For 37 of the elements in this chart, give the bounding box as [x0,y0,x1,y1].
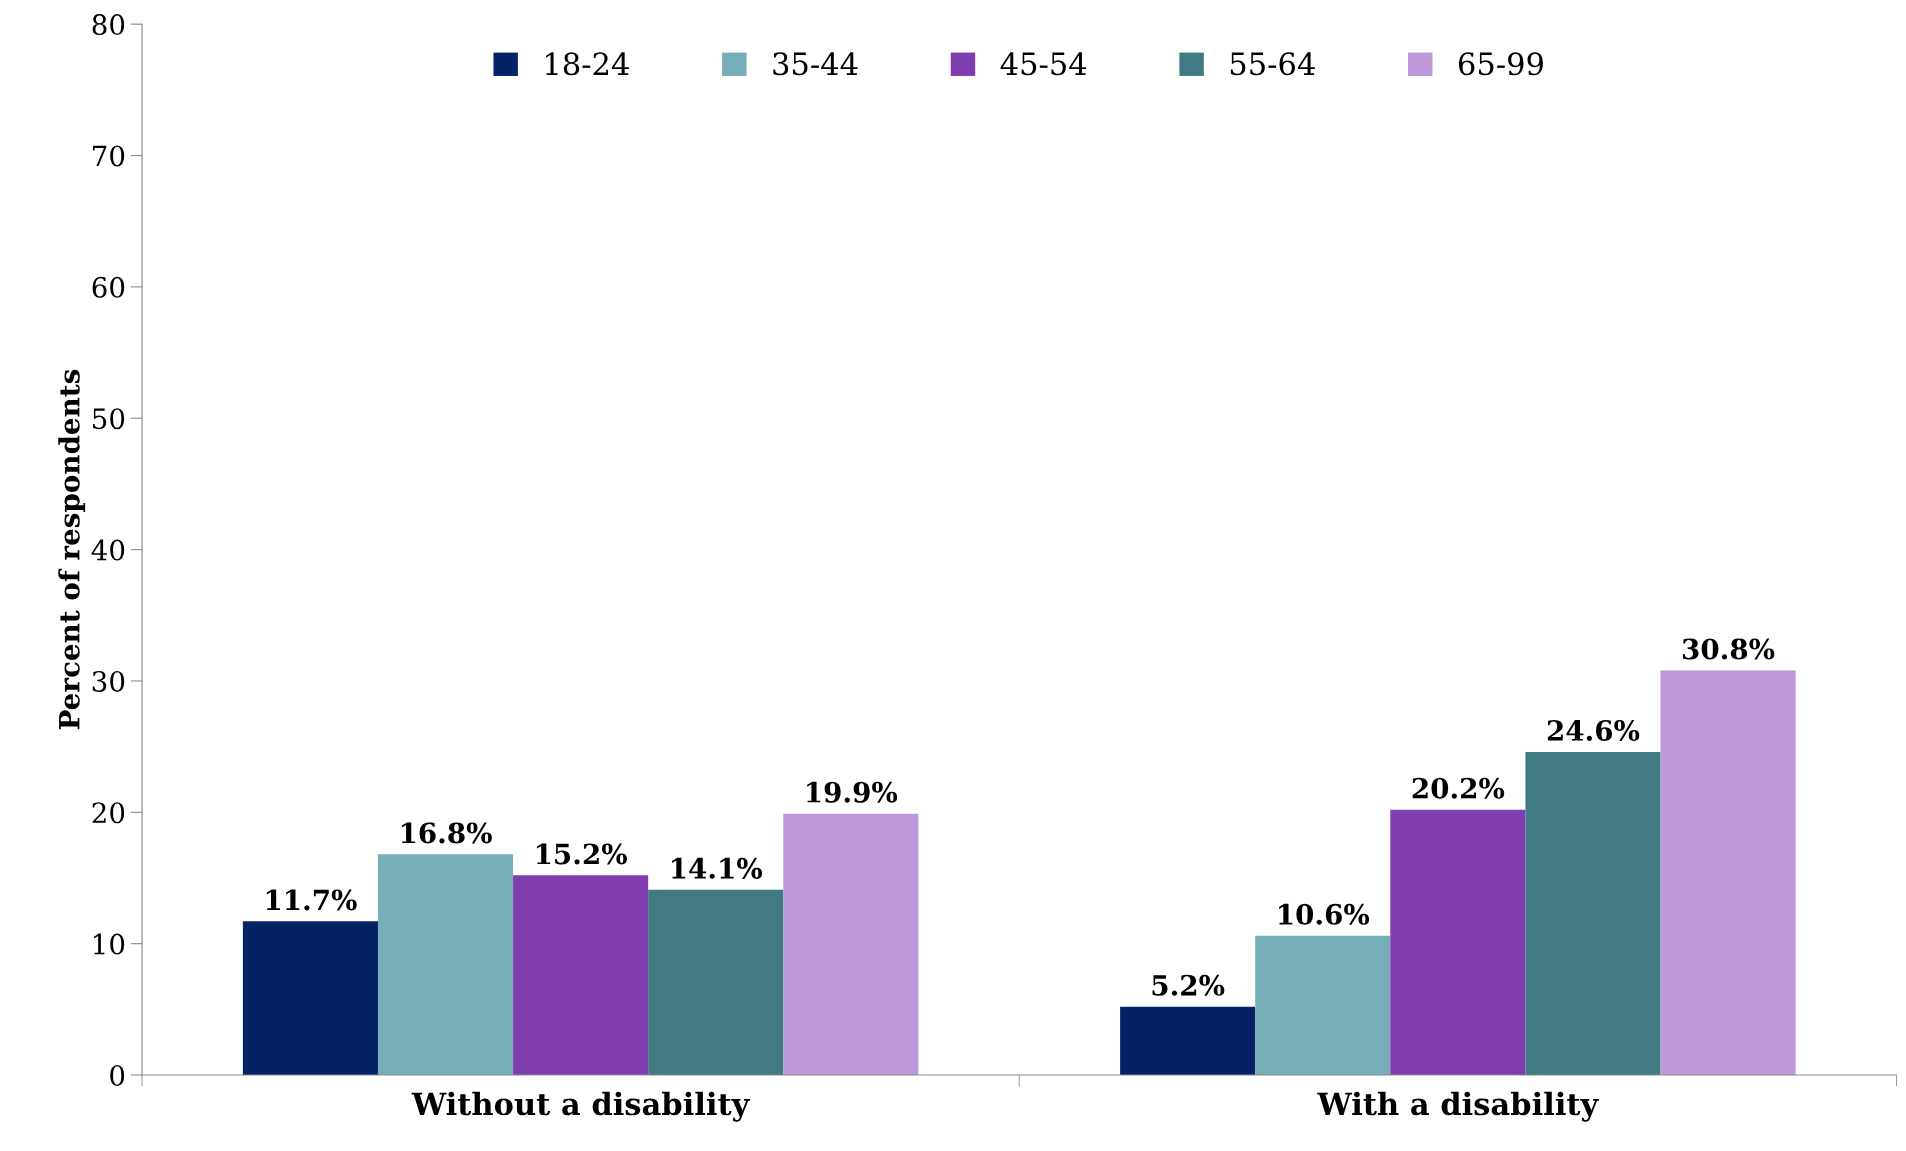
legend-label: 45-54 [1000,52,1087,76]
bar [1255,935,1391,1076]
data-label: 20.2% [1412,777,1505,799]
data-label: 11.7% [266,889,357,911]
y-tick-label: 50 [93,408,125,430]
data-label: 24.6% [1547,719,1640,741]
data-label: 5.2% [1152,974,1225,996]
bar [242,921,378,1076]
y-tick-label: 20 [92,802,125,824]
bar [1660,670,1796,1076]
legend-label: 18-24 [546,52,629,76]
bar [1525,751,1661,1076]
y-tick-label: 70 [93,145,125,167]
data-label: 19.9% [807,781,898,803]
y-tick-label: 40 [91,539,125,561]
x-tick-label: Without a disability [411,1091,751,1122]
legend-label: 55-64 [1230,52,1315,76]
y-tick-label: 60 [92,276,125,298]
bar [1120,1006,1256,1076]
bar [783,813,919,1076]
data-label: 16.8% [401,822,492,844]
bar [1390,809,1526,1076]
legend-label: 65-99 [1458,52,1543,76]
data-label: 14.1% [672,857,763,879]
legend-label: 35-44 [773,52,858,76]
y-tick-label: 10 [94,933,125,955]
y-tick-label: 80 [92,14,125,36]
x-tick-label: With a disability [1317,1091,1599,1122]
data-label: 30.8% [1682,638,1775,660]
bar [513,875,649,1076]
y-tick-label: 30 [92,670,125,692]
bar [648,889,784,1076]
data-label: 10.6% [1279,903,1370,925]
y-tick-label: 0 [110,1064,125,1086]
bar [377,854,514,1076]
y-axis-title: Percent of respondents [58,369,86,730]
data-label: 15.2% [536,843,627,865]
